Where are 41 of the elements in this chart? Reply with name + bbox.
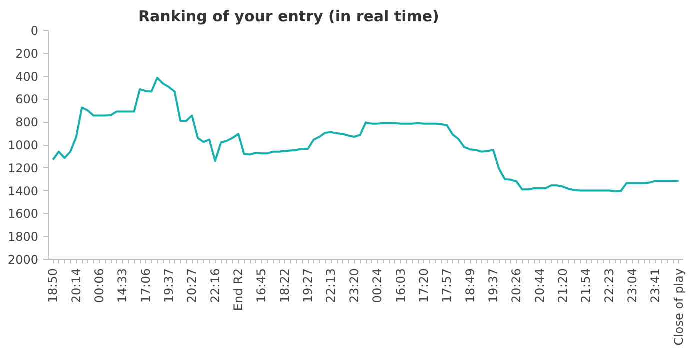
x-tick-label: 16:03 (394, 268, 408, 304)
y-tick-label: 400 (16, 70, 38, 84)
x-tick-label: 23:04 (626, 268, 640, 304)
x-tick-label: 22:16 (208, 268, 222, 304)
x-tick-label: 20:14 (69, 268, 84, 304)
x-tick-label: 20:27 (185, 268, 200, 304)
y-tick-label: 200 (16, 46, 38, 61)
x-tick-label: Close of play (672, 268, 686, 346)
x-tick-label: 22:13 (324, 268, 338, 304)
y-tick-label: 1200 (8, 161, 39, 176)
x-tick-label: 17:20 (416, 268, 431, 304)
x-tick-label: 19:37 (162, 268, 176, 304)
y-tick-label: 1800 (8, 230, 39, 244)
x-tick-label: 14:33 (116, 268, 130, 304)
x-tick-label: 20:44 (532, 268, 547, 304)
x-tick-label: 23:41 (648, 268, 663, 304)
x-tick-label: 17:57 (440, 268, 454, 304)
x-tick-label: 18:22 (278, 268, 292, 304)
x-tick-label: 00:24 (370, 268, 385, 304)
x-tick-label: 23:20 (347, 268, 362, 304)
x-tick-label: 17:06 (138, 268, 153, 304)
y-tick-label: 600 (16, 92, 38, 107)
x-tick-label: End R2 (232, 268, 246, 312)
x-tick-label: 19:37 (486, 268, 500, 304)
chart-title: Ranking of your entry (in real time) (138, 8, 440, 26)
y-tick-label: 1000 (8, 138, 39, 152)
x-tick-label: 22:23 (602, 268, 616, 304)
y-tick-label: 800 (16, 116, 38, 130)
x-tick-label: 00:06 (92, 268, 106, 304)
x-tick-label: 21:54 (579, 268, 594, 304)
y-tick-label: 1600 (8, 207, 39, 222)
x-tick-label: 21:20 (556, 268, 570, 304)
x-tick-label: 18:49 (463, 268, 478, 304)
x-tick-label: 18:50 (46, 268, 60, 304)
x-tick-label: 20:26 (510, 268, 524, 304)
y-tick-label: 0 (30, 24, 39, 38)
line-series (52, 77, 680, 192)
y-tick-label: 1400 (8, 184, 39, 198)
x-tick-label: 16:45 (254, 268, 269, 304)
y-tick-label: 2000 (8, 253, 39, 267)
x-tick-label: 19:27 (301, 268, 316, 304)
